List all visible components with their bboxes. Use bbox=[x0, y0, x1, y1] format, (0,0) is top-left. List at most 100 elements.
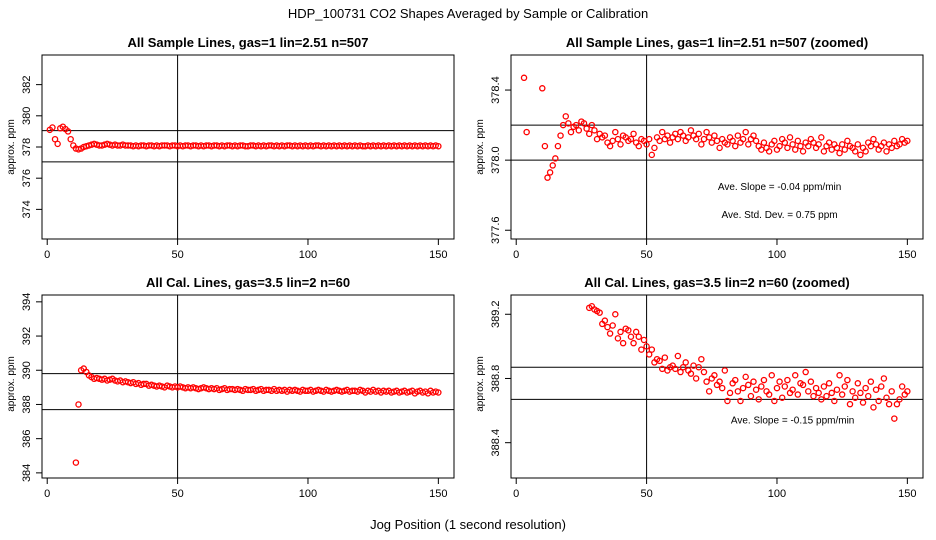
data-point bbox=[604, 323, 611, 331]
y-tick-label: 384 bbox=[21, 464, 33, 482]
x-tick-label: 150 bbox=[429, 488, 447, 500]
data-point bbox=[713, 137, 721, 145]
data-point bbox=[789, 141, 796, 148]
data-point bbox=[851, 394, 859, 401]
data-point bbox=[794, 391, 802, 398]
data-point bbox=[742, 128, 749, 136]
data-point bbox=[593, 135, 601, 143]
y-tick-label: 394 bbox=[21, 293, 33, 311]
data-point bbox=[716, 378, 723, 385]
y-tick-label: 389.2 bbox=[490, 300, 502, 328]
data-point bbox=[818, 396, 825, 403]
data-point bbox=[630, 339, 637, 347]
data-point bbox=[862, 148, 869, 155]
data-point bbox=[864, 392, 872, 400]
data-point bbox=[575, 127, 583, 134]
data-point bbox=[794, 137, 802, 145]
data-point bbox=[645, 135, 653, 143]
data-point bbox=[880, 375, 888, 382]
data-point bbox=[666, 139, 674, 146]
data-point bbox=[904, 388, 911, 395]
data-point bbox=[692, 375, 700, 382]
data-point bbox=[546, 169, 554, 176]
data-point bbox=[627, 135, 635, 143]
data-point bbox=[846, 400, 854, 408]
data-point bbox=[51, 135, 59, 143]
data-point bbox=[635, 142, 643, 150]
data-point bbox=[606, 142, 614, 150]
data-point bbox=[859, 399, 867, 406]
data-point bbox=[789, 386, 796, 393]
data-point bbox=[619, 339, 627, 347]
data-point bbox=[833, 386, 841, 393]
data-point bbox=[67, 135, 74, 143]
y-tick-label: 378.0 bbox=[490, 146, 502, 174]
data-point bbox=[760, 139, 768, 146]
data-point bbox=[729, 137, 736, 145]
y-tick-label: 392 bbox=[21, 327, 33, 345]
data-point bbox=[891, 137, 898, 145]
x-tick-label: 150 bbox=[898, 488, 916, 500]
data-point bbox=[786, 134, 794, 141]
panel-all-cal-lines-zoomed: All Cal. Lines, gas=3.5 lin=2 n=60 (zoom… bbox=[475, 275, 924, 500]
data-point bbox=[692, 135, 700, 143]
data-point bbox=[823, 392, 830, 400]
x-tick-label: 150 bbox=[429, 249, 447, 261]
data-point bbox=[703, 128, 710, 136]
data-point bbox=[648, 151, 656, 159]
data-point bbox=[854, 380, 862, 387]
panel-title: All Cal. Lines, gas=3.5 lin=2 n=60 (zoom… bbox=[584, 275, 850, 290]
y-tick-label: 377.6 bbox=[490, 216, 502, 244]
y-tick-label: 378.4 bbox=[490, 76, 502, 104]
data-point bbox=[49, 124, 56, 131]
panel-title: All Sample Lines, gas=1 lin=2.51 n=507 bbox=[128, 35, 369, 50]
data-point bbox=[844, 376, 851, 384]
data-point bbox=[554, 142, 562, 150]
data-point bbox=[734, 388, 742, 395]
data-point bbox=[591, 127, 598, 134]
data-point bbox=[651, 144, 658, 152]
data-point bbox=[75, 401, 82, 408]
y-tick-label: 390 bbox=[21, 361, 33, 379]
x-tick-label: 150 bbox=[898, 249, 916, 261]
data-point bbox=[588, 121, 596, 129]
x-tick-label: 100 bbox=[768, 488, 786, 500]
data-point bbox=[672, 365, 679, 373]
data-point bbox=[567, 128, 575, 136]
data-point bbox=[632, 328, 640, 336]
data-point bbox=[585, 130, 593, 138]
data-point bbox=[54, 140, 61, 148]
data-point bbox=[825, 380, 833, 387]
data-point bbox=[721, 367, 729, 374]
y-tick-label: 388.8 bbox=[490, 365, 502, 393]
data-point bbox=[898, 383, 906, 390]
data-point bbox=[870, 135, 877, 143]
data-point bbox=[768, 372, 776, 379]
annotation-label: Ave. Slope = -0.15 ppm/min bbox=[731, 415, 855, 426]
data-point bbox=[687, 127, 695, 134]
data-point bbox=[661, 354, 669, 361]
data-point bbox=[872, 141, 880, 148]
x-tick-label: 0 bbox=[44, 249, 50, 261]
data-point bbox=[776, 142, 783, 150]
data-point bbox=[893, 400, 901, 408]
x-tick-label: 50 bbox=[171, 249, 183, 261]
data-point bbox=[807, 378, 815, 385]
data-point bbox=[601, 132, 609, 139]
data-point bbox=[857, 389, 864, 397]
annotation-label: Ave. Std. Dev. = 0.75 ppm bbox=[722, 210, 838, 221]
data-point bbox=[838, 141, 846, 148]
data-point bbox=[674, 135, 682, 143]
data-point bbox=[520, 74, 528, 82]
data-point bbox=[724, 141, 731, 148]
data-point bbox=[896, 396, 903, 403]
data-point bbox=[677, 368, 684, 376]
data-point bbox=[539, 85, 546, 92]
y-tick-label: 376 bbox=[21, 169, 33, 187]
data-point bbox=[891, 415, 898, 422]
x-tick-label: 0 bbox=[513, 488, 519, 500]
data-point bbox=[64, 128, 72, 135]
x-tick-label: 0 bbox=[513, 249, 519, 261]
data-point bbox=[765, 148, 773, 155]
data-point bbox=[805, 142, 812, 150]
